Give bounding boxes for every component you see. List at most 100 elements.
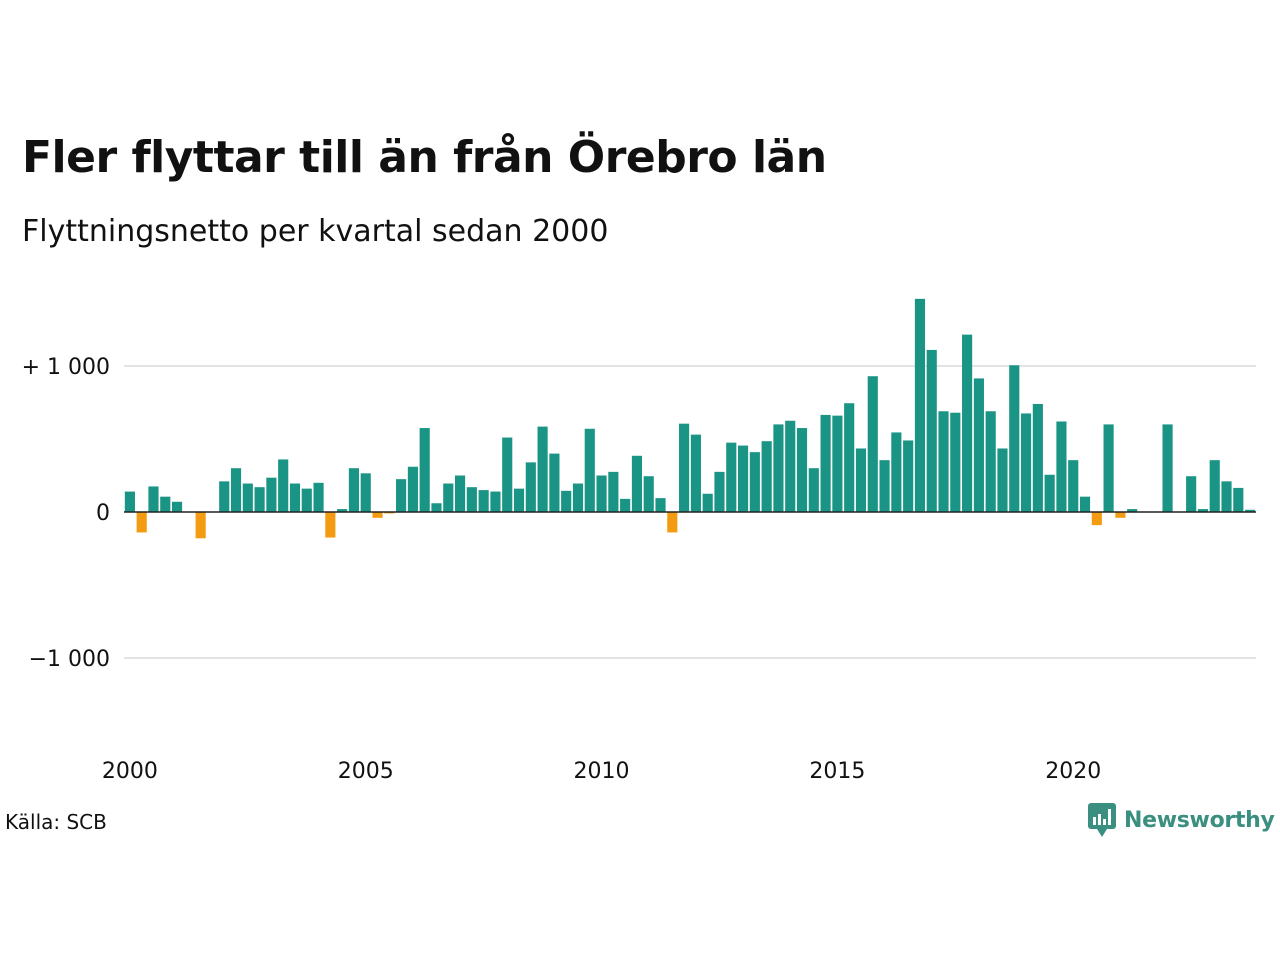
- bar: [478, 490, 489, 512]
- bar: [1127, 509, 1138, 512]
- bar: [136, 512, 147, 533]
- y-tick-label: + 1 000: [22, 355, 110, 380]
- bar: [490, 491, 501, 512]
- x-tick-label: 2010: [574, 759, 630, 784]
- bar: [337, 509, 348, 512]
- bar: [903, 440, 914, 512]
- bar: [702, 493, 713, 512]
- bar: [808, 468, 819, 512]
- bar: [278, 459, 289, 512]
- bar: [513, 488, 525, 512]
- bar: [537, 426, 548, 512]
- brand-name: Newsworthy: [1124, 807, 1275, 833]
- bar: [1091, 512, 1102, 526]
- bar: [1115, 512, 1126, 518]
- bar: [254, 487, 265, 512]
- bar: [443, 483, 454, 512]
- bar: [1197, 509, 1209, 512]
- bar: [796, 428, 808, 512]
- bar: [360, 473, 371, 512]
- bar: [171, 501, 183, 512]
- bar: [1233, 487, 1244, 512]
- bar: [737, 445, 749, 512]
- bar: [301, 488, 312, 512]
- bar: [655, 498, 666, 512]
- bar: [266, 477, 277, 512]
- bar: [160, 496, 171, 512]
- bar: [431, 503, 442, 512]
- brand-logo: Newsworthy: [1088, 803, 1275, 837]
- y-tick-label: 0: [96, 501, 110, 526]
- bar: [643, 476, 654, 512]
- bar: [667, 512, 678, 533]
- bar: [572, 483, 584, 512]
- bar: [620, 498, 631, 512]
- x-tick-label: 2015: [809, 759, 865, 784]
- bar: [1032, 403, 1043, 512]
- bar: [1245, 509, 1256, 512]
- bar: [596, 475, 607, 512]
- bar: [419, 428, 430, 512]
- bar: [844, 403, 855, 512]
- bar: [950, 412, 961, 512]
- bar: [1079, 496, 1091, 512]
- bar: [1209, 460, 1220, 512]
- bar: [891, 432, 902, 512]
- bar: [679, 423, 690, 512]
- bar: [879, 460, 890, 512]
- bar: [124, 491, 135, 512]
- bar: [502, 437, 513, 512]
- bar: [195, 512, 206, 539]
- bar: [832, 415, 843, 512]
- bar: [242, 483, 253, 512]
- bar: [714, 471, 725, 512]
- bar: [230, 468, 242, 512]
- bar: [1221, 481, 1232, 512]
- source-label: Källa: SCB: [5, 810, 107, 834]
- x-tick-label: 2005: [338, 759, 394, 784]
- bar: [219, 481, 230, 512]
- bar: [914, 298, 926, 512]
- bar: [631, 455, 643, 512]
- bar: [962, 334, 973, 512]
- y-tick-label: −1 000: [29, 647, 110, 672]
- bar: [525, 462, 536, 512]
- newsworthy-logo-icon: [1088, 803, 1116, 837]
- bar: [867, 376, 878, 512]
- bar: [690, 434, 701, 512]
- x-tick-label: 2000: [102, 759, 158, 784]
- chart-subtitle: Flyttningsnetto per kvartal sedan 2000: [22, 214, 609, 249]
- bar: [348, 468, 360, 512]
- bar: [396, 479, 407, 512]
- bar: [1056, 421, 1067, 512]
- chart-title: Fler flyttar till än från Örebro län: [22, 132, 827, 183]
- bar: [1068, 460, 1079, 512]
- bar: [584, 428, 595, 512]
- bar: [313, 482, 324, 512]
- bar: [855, 448, 867, 512]
- bar: [1009, 365, 1020, 512]
- bar: [454, 475, 466, 512]
- bar: [407, 466, 418, 512]
- bar: [749, 452, 760, 512]
- bar: [1020, 413, 1032, 512]
- bar: [1044, 474, 1055, 512]
- bar: [761, 441, 772, 512]
- bar: [997, 448, 1008, 512]
- bar: [726, 442, 737, 512]
- bar: [785, 420, 796, 512]
- bar: [561, 490, 572, 512]
- bar: [926, 349, 937, 512]
- bar: [773, 424, 784, 512]
- bar: [820, 414, 831, 512]
- bar: [466, 487, 477, 512]
- bar: [985, 411, 996, 512]
- bar: [938, 411, 949, 512]
- bar: [608, 471, 619, 512]
- bar: [1186, 476, 1197, 512]
- bar: [549, 453, 560, 512]
- bar: [325, 512, 336, 538]
- bar: [1162, 424, 1173, 512]
- bar: [1103, 424, 1114, 512]
- x-tick-label: 2020: [1045, 759, 1101, 784]
